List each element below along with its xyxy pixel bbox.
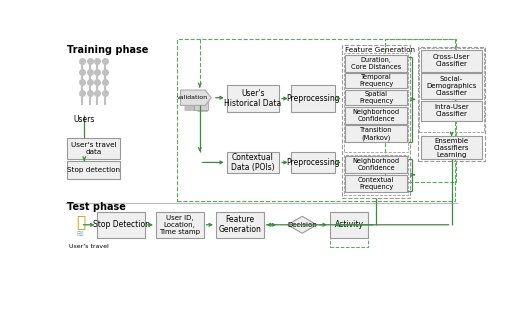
Text: Transition
(Markov): Transition (Markov) bbox=[359, 127, 391, 141]
FancyBboxPatch shape bbox=[67, 161, 120, 179]
FancyBboxPatch shape bbox=[420, 136, 482, 159]
FancyBboxPatch shape bbox=[345, 73, 406, 89]
Text: Stop detection: Stop detection bbox=[67, 167, 120, 173]
Text: Stop Detection: Stop Detection bbox=[93, 220, 150, 229]
Text: Feature Generation: Feature Generation bbox=[344, 47, 414, 53]
FancyBboxPatch shape bbox=[345, 126, 406, 143]
FancyBboxPatch shape bbox=[290, 85, 334, 111]
FancyBboxPatch shape bbox=[345, 156, 406, 173]
FancyBboxPatch shape bbox=[329, 212, 367, 238]
FancyBboxPatch shape bbox=[420, 73, 482, 99]
FancyBboxPatch shape bbox=[156, 212, 203, 238]
Text: Feature
Generation: Feature Generation bbox=[218, 215, 261, 235]
Text: ▬: ▬ bbox=[195, 101, 208, 116]
FancyBboxPatch shape bbox=[227, 85, 278, 111]
FancyBboxPatch shape bbox=[420, 50, 482, 72]
FancyBboxPatch shape bbox=[194, 99, 208, 110]
Text: User's
Historical Data: User's Historical Data bbox=[224, 89, 281, 108]
Text: Neighborhood
Confidence: Neighborhood Confidence bbox=[352, 109, 399, 122]
Text: Users: Users bbox=[73, 115, 95, 124]
Text: Ensemble
Classifiers
Learning: Ensemble Classifiers Learning bbox=[433, 138, 468, 158]
Text: Neighborhood
Confidence: Neighborhood Confidence bbox=[352, 158, 399, 171]
Text: Contextual
Data (POIs): Contextual Data (POIs) bbox=[231, 153, 274, 172]
Text: Test phase: Test phase bbox=[67, 203, 126, 213]
FancyBboxPatch shape bbox=[184, 98, 195, 106]
Text: Training phase: Training phase bbox=[67, 46, 149, 55]
Text: 🔥: 🔥 bbox=[76, 215, 85, 230]
FancyBboxPatch shape bbox=[420, 101, 482, 121]
FancyBboxPatch shape bbox=[345, 107, 406, 124]
Text: Preprocessing: Preprocessing bbox=[286, 158, 339, 167]
Text: Contextual
Frequency: Contextual Frequency bbox=[357, 177, 393, 190]
Text: User's travel: User's travel bbox=[69, 244, 108, 249]
Polygon shape bbox=[180, 90, 211, 106]
FancyBboxPatch shape bbox=[345, 55, 406, 72]
FancyBboxPatch shape bbox=[345, 90, 406, 106]
Text: User's travel
data: User's travel data bbox=[71, 142, 116, 155]
FancyBboxPatch shape bbox=[97, 212, 145, 238]
Text: Cross-User
Classifier: Cross-User Classifier bbox=[432, 54, 469, 67]
Polygon shape bbox=[287, 216, 316, 233]
Text: Preprocessing: Preprocessing bbox=[286, 94, 339, 103]
FancyBboxPatch shape bbox=[227, 152, 278, 173]
Text: Activity: Activity bbox=[334, 220, 363, 229]
Text: Decision: Decision bbox=[287, 222, 317, 228]
Text: ≋: ≋ bbox=[76, 229, 84, 239]
Text: validation: validation bbox=[177, 95, 208, 100]
FancyBboxPatch shape bbox=[345, 175, 406, 192]
Text: Spatial
Frequency: Spatial Frequency bbox=[358, 91, 392, 104]
Text: Duration,
Core Distances: Duration, Core Distances bbox=[350, 57, 401, 70]
Text: Social-
Demographics
Classifier: Social- Demographics Classifier bbox=[426, 76, 476, 96]
FancyBboxPatch shape bbox=[290, 152, 334, 173]
Text: Intra-User
Classifier: Intra-User Classifier bbox=[433, 104, 468, 117]
Text: User ID,
Location,
Time stamp: User ID, Location, Time stamp bbox=[159, 215, 200, 235]
Text: ▬: ▬ bbox=[182, 98, 198, 116]
Text: Temporal
Frequency: Temporal Frequency bbox=[358, 74, 392, 87]
FancyBboxPatch shape bbox=[215, 212, 263, 238]
FancyBboxPatch shape bbox=[67, 138, 120, 159]
